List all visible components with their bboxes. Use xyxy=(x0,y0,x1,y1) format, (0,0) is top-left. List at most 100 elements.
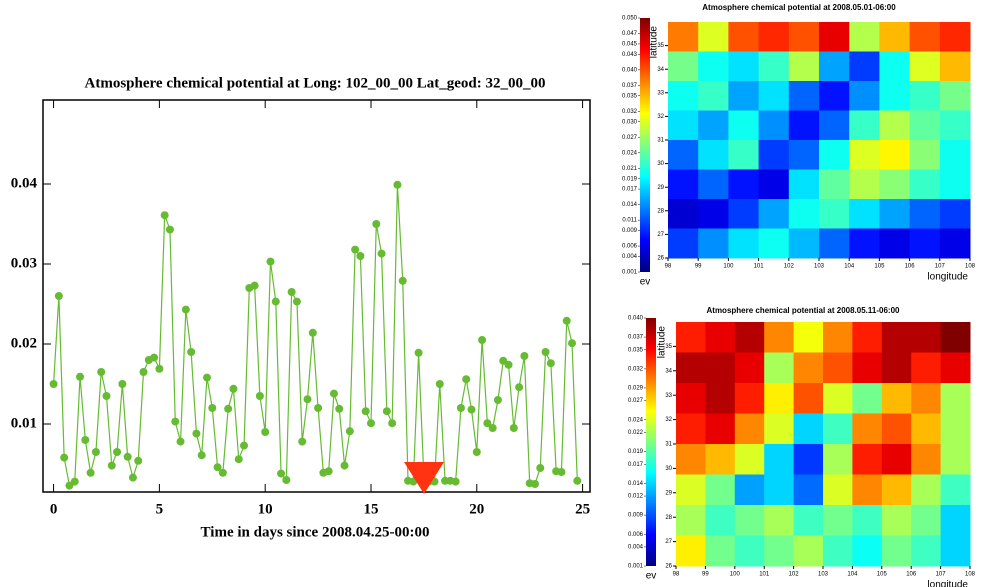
colorbar-tick-label: 0.032 xyxy=(628,366,644,372)
heat-cell xyxy=(793,383,824,414)
y-tick-label: 29 xyxy=(657,185,664,191)
heat-cell xyxy=(705,505,736,536)
heat-cell xyxy=(852,322,883,353)
heat-cell xyxy=(788,51,820,82)
data-point xyxy=(240,441,249,450)
data-point xyxy=(351,245,360,254)
data-point xyxy=(261,428,270,436)
heat-cell xyxy=(849,140,880,170)
y-tick-label: 32 xyxy=(665,417,672,423)
y-tick-label: 0.03 xyxy=(11,255,37,271)
data-point xyxy=(509,424,518,432)
x-tick-label: 98 xyxy=(673,572,680,578)
data-point xyxy=(335,404,344,413)
heat-cell xyxy=(881,474,912,506)
data-point xyxy=(250,281,259,290)
data-point xyxy=(372,220,381,228)
heat-cell xyxy=(734,535,765,567)
data-point xyxy=(329,389,338,398)
data-point xyxy=(187,348,196,356)
heat-cell xyxy=(668,140,699,170)
data-point xyxy=(377,249,386,258)
y-axis-label: latitude xyxy=(649,26,660,59)
heat-cell xyxy=(705,444,736,475)
heat-cell xyxy=(676,505,706,536)
data-point xyxy=(515,383,524,392)
colorbar-tick-label: 0.006 xyxy=(622,244,638,250)
data-point xyxy=(467,405,476,414)
heat-cell xyxy=(911,535,942,567)
data-point xyxy=(562,316,571,325)
heat-cell xyxy=(728,228,760,259)
heat-cell xyxy=(698,199,729,229)
y-tick-label: 27 xyxy=(665,539,672,545)
data-point xyxy=(366,419,375,428)
heat-cell xyxy=(852,505,883,536)
y-tick-label: 35 xyxy=(665,344,672,350)
plot-frame xyxy=(42,99,591,493)
heat-cell xyxy=(940,383,971,414)
x-tick-label: 100 xyxy=(730,572,741,578)
heat-cell xyxy=(940,505,971,536)
heat-cell xyxy=(909,228,941,259)
colorbar-tick-label: 0.037 xyxy=(622,83,638,89)
data-point xyxy=(292,297,301,306)
y-tick-label: 26 xyxy=(657,256,664,262)
data-point xyxy=(568,339,577,348)
data-point xyxy=(361,407,370,416)
heat-cell xyxy=(819,110,850,141)
colorbar-tick-label: 0.006 xyxy=(628,532,644,538)
colorbar-tick-label: 0.009 xyxy=(622,228,638,234)
heat-cell xyxy=(705,352,736,384)
colorbar-tick-label: 0.019 xyxy=(622,176,638,182)
heat-cell xyxy=(705,413,736,445)
heat-cell xyxy=(940,413,971,445)
x-tick-label: 104 xyxy=(847,572,858,578)
x-tick-label: 105 xyxy=(874,264,885,270)
heat-cell xyxy=(823,322,853,353)
y-tick-label: 33 xyxy=(665,393,672,399)
heat-cell xyxy=(823,444,853,475)
heat-cell xyxy=(793,444,824,475)
heat-cell xyxy=(734,474,765,506)
heat-cell xyxy=(939,81,971,111)
heat-cell xyxy=(852,352,883,384)
colorbar-tick-label: 0.027 xyxy=(622,135,638,141)
data-point xyxy=(118,380,127,388)
heat-cell xyxy=(668,51,699,82)
data-point xyxy=(277,469,286,478)
heat-cell xyxy=(911,444,942,475)
heat-cell xyxy=(668,228,699,259)
heat-cell xyxy=(764,352,795,384)
colorbar xyxy=(646,318,656,566)
heat-cell xyxy=(676,444,706,475)
data-point xyxy=(541,348,550,356)
heat-cell xyxy=(939,51,971,82)
heat-cell xyxy=(939,110,971,141)
heat-cell xyxy=(793,535,824,567)
x-tick-label: 104 xyxy=(844,264,855,270)
heat-cell xyxy=(823,505,853,536)
data-point xyxy=(536,464,545,472)
heat-cell xyxy=(793,322,824,353)
heat-cell xyxy=(852,535,883,567)
data-point xyxy=(49,380,58,388)
data-point xyxy=(218,468,227,477)
colorbar-tick-label: 0.014 xyxy=(628,481,644,487)
y-tick-label: 30 xyxy=(657,161,664,167)
heat-cell xyxy=(705,322,736,353)
heat-cell xyxy=(698,51,729,82)
heat-cell xyxy=(881,383,912,414)
y-tick-label: 28 xyxy=(665,515,672,521)
heat-cell xyxy=(734,444,765,475)
data-point xyxy=(266,257,275,266)
y-tick-label: 31 xyxy=(657,138,664,144)
heat-cell xyxy=(676,352,706,384)
heat-cell xyxy=(734,505,765,536)
x-tick-label: 106 xyxy=(906,572,917,578)
heat-cell xyxy=(668,81,699,111)
colorbar-tick-label: 0.021 xyxy=(622,166,638,172)
data-point xyxy=(382,407,391,416)
data-point xyxy=(208,404,217,412)
